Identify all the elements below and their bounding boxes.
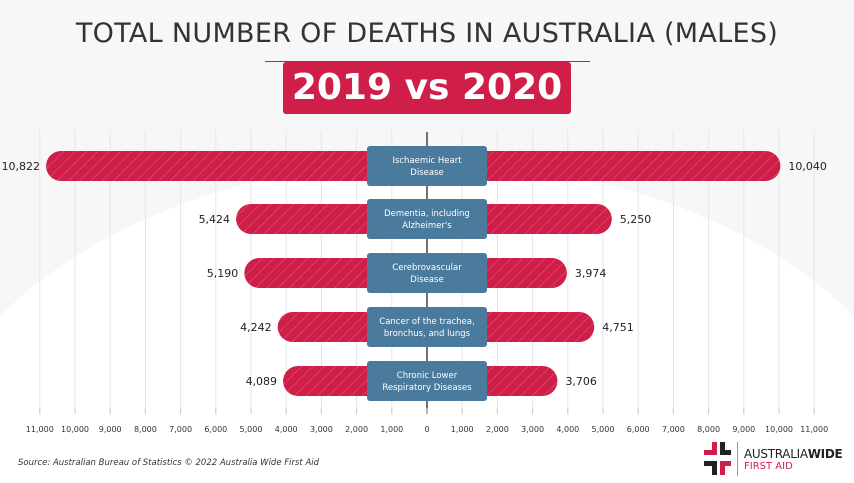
title-divider <box>265 61 590 62</box>
value-label-2019: 5,424 <box>199 213 231 226</box>
x-tick-label: 2,000 <box>486 425 509 434</box>
x-tick-label: 3,000 <box>521 425 544 434</box>
logo-sub: FIRST AID <box>744 461 793 472</box>
logo: AUSTRALIAWIDE FIRST AID <box>704 442 844 476</box>
category-label-box <box>367 361 487 401</box>
logo-brand: AUSTRALIAWIDE <box>744 447 843 461</box>
category-label: Disease <box>410 168 443 178</box>
x-tick-label: 0 <box>424 425 429 434</box>
category-label-box <box>367 146 487 186</box>
x-tick-label: 8,000 <box>134 425 157 434</box>
x-tick-label: 6,000 <box>204 425 227 434</box>
category-label: Chronic Lower <box>397 371 458 381</box>
x-tick-label: 7,000 <box>662 425 685 434</box>
value-label-2020: 10,040 <box>788 160 827 173</box>
x-tick-label: 4,000 <box>275 425 298 434</box>
source-note: Source: Australian Bureau of Statistics … <box>18 458 320 468</box>
category-label-box <box>367 307 487 347</box>
x-tick-label: 8,000 <box>697 425 720 434</box>
category-label: Disease <box>410 275 443 285</box>
chart-title: TOTAL NUMBER OF DEATHS IN AUSTRALIA (MAL… <box>75 18 779 49</box>
x-tick-label: 11,000 <box>800 425 828 434</box>
chart-subtitle: 2019 vs 2020 <box>283 62 571 114</box>
x-tick-label: 6,000 <box>627 425 650 434</box>
value-label-2019: 4,242 <box>240 321 272 334</box>
value-label-2020: 5,250 <box>620 213 652 226</box>
x-tick-label: 9,000 <box>99 425 122 434</box>
first-aid-cross-icon <box>704 442 731 475</box>
category-label: Dementia, including <box>384 209 470 219</box>
bar-2019 <box>46 151 447 181</box>
category-label: Cerebrovascular <box>392 263 462 273</box>
category-label-box <box>367 253 487 293</box>
x-tick-label: 3,000 <box>310 425 333 434</box>
x-tick-label: 5,000 <box>592 425 615 434</box>
category-label: Respiratory Diseases <box>382 383 472 393</box>
value-label-2019: 10,822 <box>2 160 41 173</box>
category-label: Ischaemic Heart <box>392 156 462 166</box>
value-label-2019: 4,089 <box>246 375 278 388</box>
value-label-2019: 5,190 <box>207 267 239 280</box>
bar-2020 <box>407 151 781 181</box>
x-tick-label: 10,000 <box>765 425 793 434</box>
value-label-2020: 3,974 <box>575 267 607 280</box>
x-tick-label: 7,000 <box>169 425 192 434</box>
value-label-2020: 4,751 <box>602 321 634 334</box>
x-tick-label: 4,000 <box>556 425 579 434</box>
category-label: Alzheimer's <box>402 221 452 231</box>
value-label-2020: 3,706 <box>565 375 597 388</box>
category-label: bronchus, and lungs <box>384 329 471 339</box>
x-tick-label: 9,000 <box>732 425 755 434</box>
category-label: Cancer of the trachea, <box>379 317 474 327</box>
x-tick-label: 11,000 <box>26 425 54 434</box>
x-tick-label: 1,000 <box>380 425 403 434</box>
x-tick-label: 2,000 <box>345 425 368 434</box>
category-label-box <box>367 199 487 239</box>
x-tick-label: 10,000 <box>61 425 89 434</box>
x-tick-label: 1,000 <box>451 425 474 434</box>
x-tick-label: 5,000 <box>240 425 263 434</box>
